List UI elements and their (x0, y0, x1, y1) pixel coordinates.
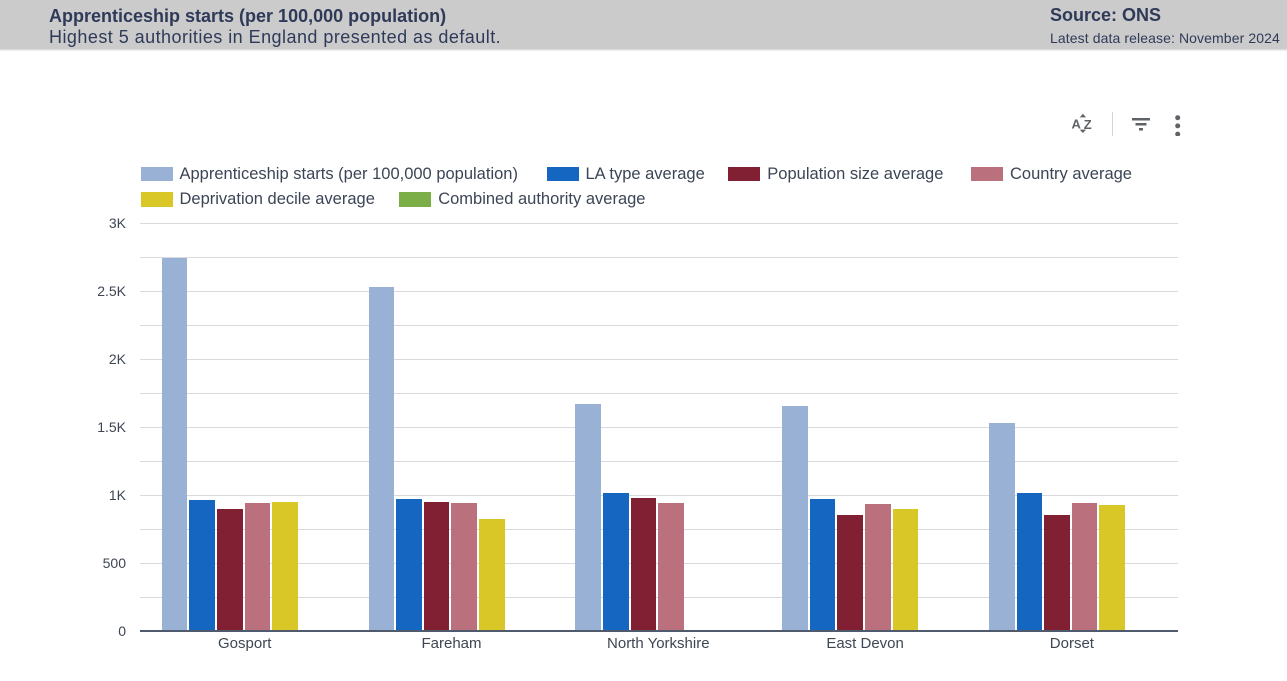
svg-text:Z: Z (1084, 117, 1092, 132)
svg-text:A: A (1072, 117, 1082, 132)
